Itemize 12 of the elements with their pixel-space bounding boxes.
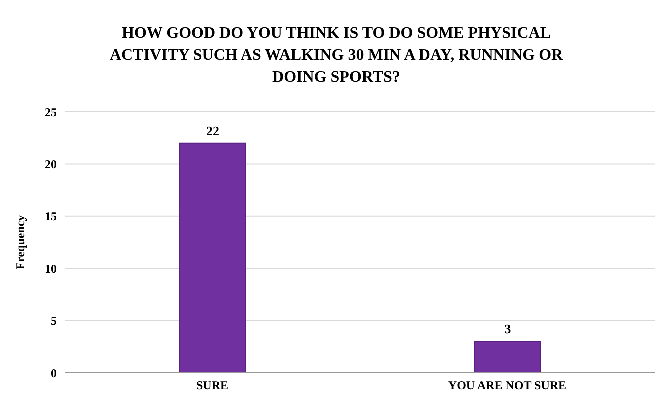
x-tick-label: YOU ARE NOT SURE bbox=[448, 378, 567, 393]
data-label: 3 bbox=[504, 322, 512, 337]
y-tick-label: 25 bbox=[45, 105, 57, 120]
y-tick-label: 15 bbox=[45, 210, 57, 224]
y-tick-label: 0 bbox=[51, 366, 57, 380]
chart-title: HOW GOOD DO YOU THINK IS TO DO SOME PHYSICAL ACTIVITY SUCH AS WALKING 30 MIN A DAY, RUNNING OR DOING SPORTS? bbox=[108, 24, 564, 88]
y-axis-title: Frequency bbox=[13, 215, 28, 270]
data-label: 22 bbox=[206, 123, 220, 138]
y-tick-label: 20 bbox=[45, 157, 57, 172]
y-tick-label: 5 bbox=[51, 314, 57, 328]
x-tick-label: SURE bbox=[196, 378, 229, 393]
y-tick-label: 10 bbox=[45, 262, 57, 276]
